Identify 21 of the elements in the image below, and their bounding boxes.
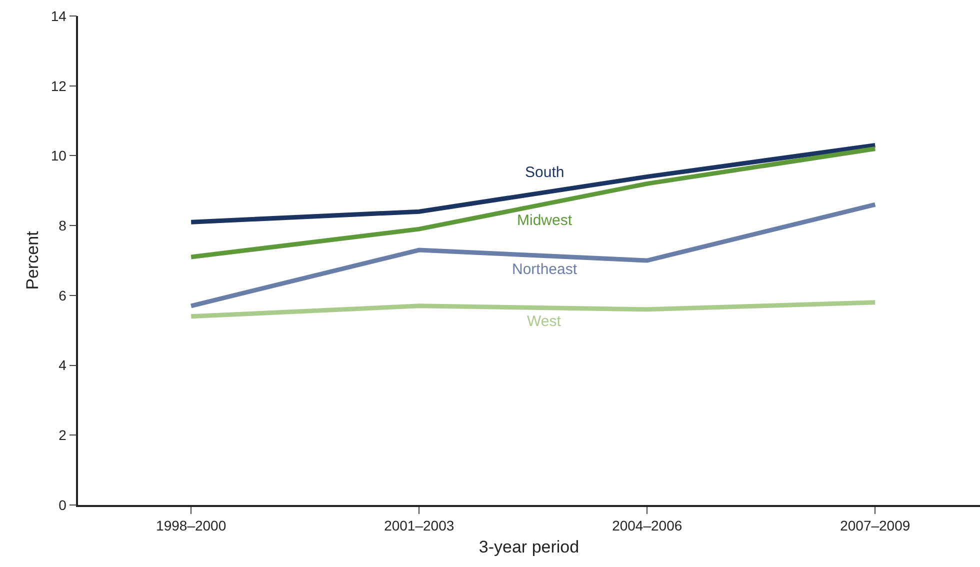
- x-tick-label: 1998–2000: [156, 518, 226, 534]
- x-tick-label: 2001–2003: [384, 518, 454, 534]
- y-tick-label: 2: [58, 427, 67, 444]
- y-tick-label: 12: [50, 78, 67, 94]
- y-tick-label: 4: [58, 357, 67, 374]
- line-series: [188, 142, 878, 224]
- line-series: [188, 146, 878, 260]
- x-tick-label: 2007–2009: [840, 518, 910, 534]
- y-tick-label: 14: [50, 8, 67, 24]
- x-tick-label: 2004–2006: [612, 518, 682, 534]
- y-tick-label: 6: [58, 287, 67, 304]
- series-label: West: [527, 313, 562, 330]
- series-label: Midwest: [517, 212, 573, 229]
- line-series: [188, 202, 878, 308]
- y-tick-label: 8: [58, 217, 67, 234]
- y-axis-title: Percent: [22, 230, 42, 290]
- series-label: South: [525, 164, 564, 181]
- x-axis-title: 3-year period: [478, 537, 580, 556]
- series-label: Northeast: [512, 261, 578, 278]
- y-tick-label: 10: [50, 148, 67, 164]
- y-tick-label: 0: [58, 496, 67, 513]
